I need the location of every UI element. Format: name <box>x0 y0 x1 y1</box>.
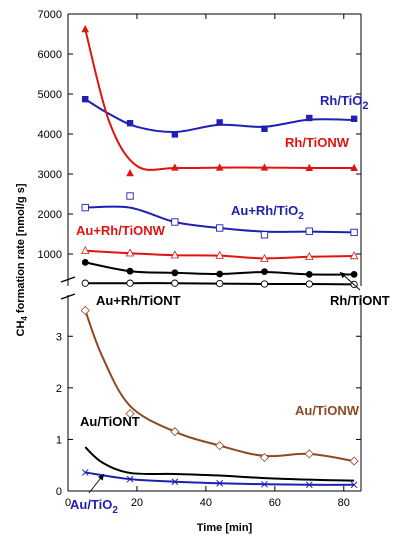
data-point-au-rh-tionw <box>305 251 314 260</box>
data-point-au-tionw <box>304 449 314 459</box>
data-point-rh-tiont <box>305 271 313 278</box>
series-label-rh-tiont: Rh/TiONT <box>330 293 390 308</box>
data-point-au-rh-tio2 <box>350 228 358 237</box>
data-point-rh-tio2 <box>350 115 358 122</box>
data-point-rh-tionw <box>81 25 90 33</box>
data-point-rh-tiont <box>261 268 268 275</box>
x-tick-label: 80 <box>338 497 350 509</box>
upper-y-tick-label: 4000 <box>38 129 62 141</box>
data-point-au-tio2 <box>216 479 224 487</box>
lower-panel <box>80 305 359 489</box>
upper-y-tick-label: 5000 <box>38 89 62 101</box>
data-point-au-rh-tio2 <box>171 218 179 226</box>
data-point-rh-tionw <box>305 163 314 171</box>
data-point-rh-tio2 <box>126 120 134 127</box>
arrow-rh-tiont-head <box>340 272 347 279</box>
data-point-rh-tiont <box>126 267 134 275</box>
data-point-rh-tiont <box>81 259 89 266</box>
series-label-au-tio2: Au/TiO2 <box>70 497 118 516</box>
data-point-au-rh-tionw <box>215 250 224 259</box>
series-label-rh-tio2: Rh/TiO2 <box>320 93 369 112</box>
data-point-au-rh-tio2 <box>260 231 269 239</box>
data-point-au-tionw <box>125 409 135 419</box>
annotations: Rh/TiO2 Rh/TiONW Au+Rh/TiO2 Au+Rh/TiONW Au+R… <box>70 93 390 516</box>
data-point-rh-tiont <box>171 269 179 277</box>
lower-y-tick-label: 0 <box>56 486 62 498</box>
data-point-au-tio2 <box>126 475 134 483</box>
lower-y-tick-label: 3 <box>56 331 62 343</box>
series-label-au-tiont: Au/TiONT <box>80 414 140 429</box>
arrow-au-tio2-head <box>97 474 104 481</box>
data-point-rh-tio2 <box>216 119 223 126</box>
data-point-au-rh-tiont <box>171 279 179 287</box>
data-point-au-rh-tionw <box>260 253 269 262</box>
upper-y-tick-label: 1000 <box>38 249 62 261</box>
data-point-rh-tio2 <box>171 131 179 138</box>
series-line-rh-tionw <box>84 28 355 171</box>
data-point-rh-tiont <box>216 270 224 278</box>
y-axis-title: CH4 formation rate [nmol/g s] <box>15 183 29 336</box>
data-point-rh-tionw <box>215 163 224 171</box>
upper-panel <box>80 25 359 289</box>
series-label-au-rh-tiont: Au+Rh/TiONT <box>96 293 181 308</box>
data-point-au-rh-tio2 <box>216 224 224 232</box>
data-point-au-rh-tiont <box>260 280 269 288</box>
lower-y-tick-label: 1 <box>56 434 62 446</box>
data-point-au-tio2 <box>350 481 358 489</box>
data-point-au-rh-tio2 <box>81 203 89 212</box>
series-label-au-rh-tio2: Au+Rh/TiO2 <box>231 203 304 222</box>
data-point-au-tio2 <box>261 480 268 488</box>
data-point-au-rh-tionw <box>80 245 90 254</box>
data-point-rh-tionw <box>350 163 358 171</box>
data-point-rh-tionw <box>171 163 179 171</box>
data-point-rh-tio2 <box>306 114 313 122</box>
data-point-rh-tiont <box>350 271 358 278</box>
series-label-au-tionw: Au/TiONW <box>295 403 360 418</box>
data-point-rh-tionw <box>126 169 134 177</box>
series-label-rh-tionw: Rh/TiONW <box>285 135 350 150</box>
data-point-au-rh-tiont <box>126 279 134 287</box>
data-point-au-rh-tionw <box>170 250 180 259</box>
series-line-au-tionw <box>84 310 355 463</box>
upper-y-tick-label: 2000 <box>38 209 62 221</box>
data-point-rh-tionw <box>260 163 269 171</box>
series-label-au-rh-tionw: Au+Rh/TiONW <box>76 223 166 238</box>
x-tick-label: 40 <box>200 497 212 509</box>
x-axis-title: Time [min] <box>197 522 253 534</box>
x-tick-label: 60 <box>269 497 281 509</box>
x-tick-label: 20 <box>131 497 143 509</box>
data-point-au-rh-tiont <box>305 280 313 288</box>
data-point-au-tio2 <box>81 469 89 476</box>
data-point-rh-tio2 <box>82 96 89 103</box>
data-point-au-rh-tionw <box>125 248 135 257</box>
data-point-au-rh-tio2 <box>126 192 134 200</box>
x-tick-label: 0 <box>65 497 71 509</box>
series-line-au-tiont <box>84 446 355 482</box>
data-point-au-tionw <box>349 456 359 466</box>
data-point-au-rh-tiont <box>81 279 89 287</box>
data-point-au-tionw <box>215 441 225 451</box>
data-point-au-tio2 <box>305 481 313 489</box>
data-point-au-tio2 <box>171 478 179 486</box>
data-point-au-tionw <box>80 305 90 316</box>
upper-y-tick-label: 3000 <box>38 169 62 181</box>
axis-break-mark <box>60 276 76 300</box>
data-point-au-rh-tiont <box>216 279 224 288</box>
data-point-au-tionw <box>259 452 270 463</box>
data-point-au-tionw <box>170 427 180 437</box>
data-point-au-rh-tio2 <box>305 227 313 235</box>
lower-y-tick-label: 2 <box>56 383 62 395</box>
data-point-au-rh-tionw <box>349 251 359 260</box>
series-line-rh-tio2 <box>84 98 355 134</box>
upper-y-tick-label: 7000 <box>38 9 62 21</box>
axes: 1000 2000 3000 4000 5000 6000 7000 0 1 2 3 0 20 40 60 8… <box>15 9 362 534</box>
upper-y-tick-label: 6000 <box>38 49 62 61</box>
data-point-rh-tio2 <box>261 125 268 132</box>
